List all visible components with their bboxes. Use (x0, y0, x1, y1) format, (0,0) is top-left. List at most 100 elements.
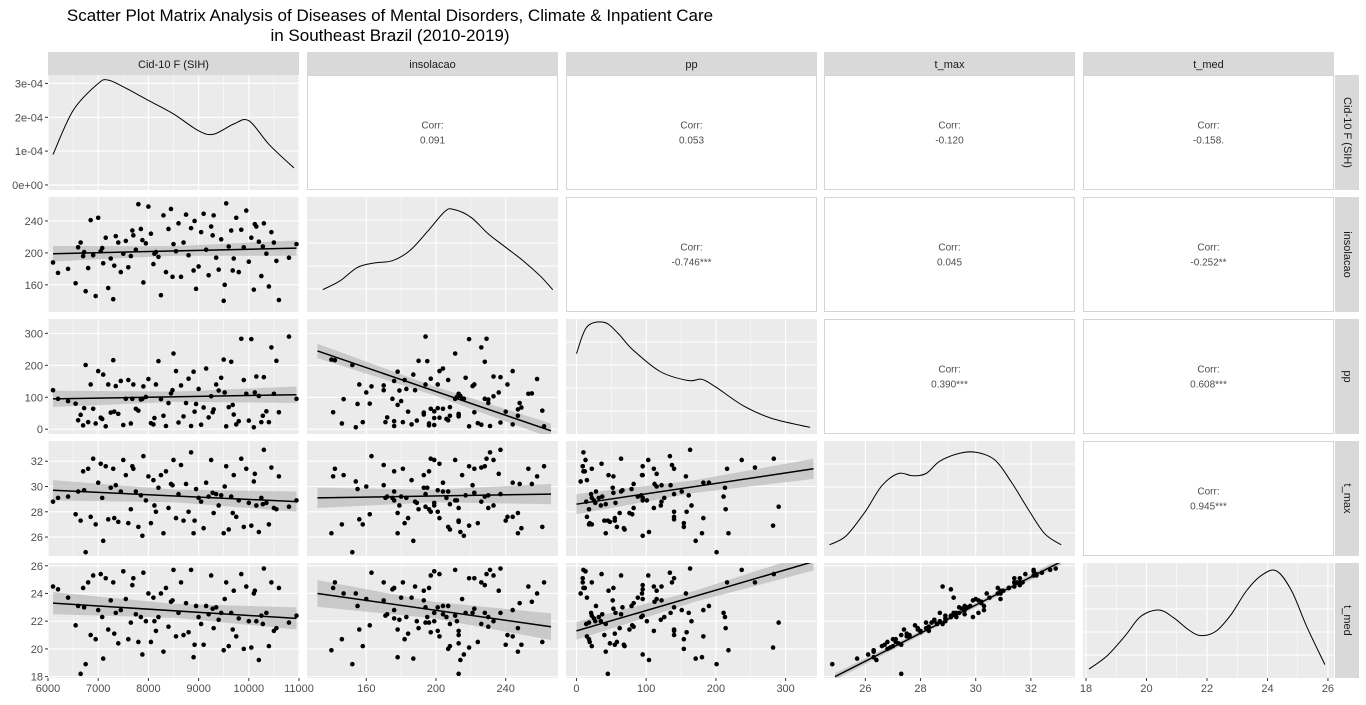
data-point (510, 368, 515, 374)
data-point (482, 359, 488, 365)
data-point (639, 591, 645, 596)
chart-title-line1: Scatter Plot Matrix Analysis of Diseases… (66, 6, 714, 25)
correlation-value: 0.608*** (1190, 380, 1227, 391)
data-point (133, 489, 139, 494)
data-point (130, 228, 135, 233)
data-point (176, 221, 181, 226)
data-point (426, 620, 432, 625)
data-point (1017, 575, 1023, 581)
column-strip (566, 52, 817, 75)
data-point (722, 485, 728, 491)
data-point (353, 591, 359, 596)
data-point (854, 656, 860, 661)
data-point (223, 201, 229, 206)
data-point (995, 585, 1001, 591)
data-point (431, 457, 437, 463)
data-point (203, 603, 209, 609)
x-axis-tick-label: 200 (427, 683, 445, 695)
data-point (73, 623, 78, 628)
data-point (339, 421, 345, 426)
data-point (178, 383, 184, 388)
scatter-layer (50, 334, 299, 430)
data-point (898, 632, 904, 638)
x-axis-tick-label: 28 (914, 683, 926, 695)
data-point (191, 530, 196, 536)
data-point (249, 645, 254, 650)
data-point (398, 398, 404, 404)
data-point (350, 661, 355, 667)
data-point (404, 614, 409, 620)
data-point (951, 595, 956, 600)
data-point (714, 549, 719, 555)
data-point (166, 624, 171, 630)
data-point (629, 486, 634, 492)
data-point (423, 620, 428, 625)
y-axis-tick-label: 0 (37, 424, 43, 436)
data-point (598, 503, 604, 508)
data-point (108, 598, 114, 603)
data-point (599, 571, 604, 577)
data-point (662, 614, 667, 620)
data-point (721, 494, 726, 499)
data-point (271, 240, 277, 245)
data-point (213, 605, 219, 610)
data-point (266, 522, 272, 527)
data-point (485, 400, 491, 406)
data-point (510, 422, 515, 427)
regression-line (834, 563, 1061, 678)
data-point (391, 418, 397, 424)
density-curve (1088, 569, 1326, 670)
data-point (487, 423, 493, 429)
correlation-panel (1083, 441, 1334, 556)
data-point (353, 479, 359, 484)
data-point (100, 538, 106, 544)
data-point (216, 617, 221, 623)
data-point (611, 585, 616, 591)
data-point (121, 569, 126, 574)
data-point (776, 620, 781, 625)
column-strip (48, 52, 299, 75)
data-point (81, 605, 87, 610)
data-point (83, 362, 88, 368)
data-point (208, 457, 214, 463)
data-point (671, 605, 677, 610)
data-point (251, 287, 257, 292)
data-point (541, 463, 547, 469)
data-point (659, 598, 664, 603)
data-point (163, 423, 169, 429)
data-point (440, 480, 446, 486)
data-point (210, 490, 215, 496)
data-point (158, 591, 164, 596)
data-point (152, 503, 157, 508)
data-point (138, 614, 144, 620)
data-point (534, 591, 540, 596)
data-point (687, 566, 693, 571)
data-point (210, 409, 215, 415)
data-point (405, 515, 411, 521)
data-point (445, 489, 451, 494)
correlation-label: Corr: (938, 365, 960, 376)
data-point (640, 498, 645, 503)
correlation-panel (566, 197, 817, 312)
data-point (618, 456, 624, 461)
correlation-panel (824, 75, 1075, 190)
data-point (428, 573, 434, 578)
data-point (211, 213, 216, 218)
panel-grid (566, 441, 817, 556)
y-axis-tick-label: 22 (31, 616, 43, 628)
data-point (631, 481, 636, 487)
data-point (479, 499, 484, 504)
data-point (428, 509, 434, 515)
data-point (50, 260, 56, 265)
correlation-value: -0.120 (935, 136, 964, 147)
data-point (409, 422, 414, 427)
data-point (610, 598, 616, 603)
data-point (130, 582, 135, 588)
data-point (80, 469, 86, 474)
data-point (226, 404, 232, 410)
data-point (606, 472, 611, 478)
chart-title-line2: in Southeast Brazil (2010-2019) (270, 26, 510, 45)
data-point (201, 211, 206, 217)
data-point (646, 529, 652, 535)
data-point (260, 621, 266, 627)
